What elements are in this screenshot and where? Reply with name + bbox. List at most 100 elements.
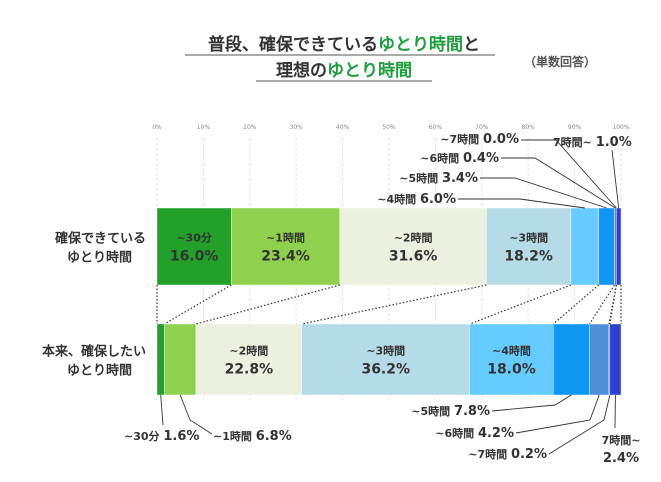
data-label-name: ~2時間 [229, 344, 268, 358]
data-label-value: 23.4% [261, 249, 310, 265]
outside-label-name: ~30分 [124, 429, 163, 443]
category-label-line2: ゆとり時間 [67, 250, 132, 266]
bar-connectors [156, 284, 622, 325]
outside-label-name: ~7時間 [468, 447, 511, 461]
leader-line [160, 394, 164, 426]
data-label-value: 18.2% [504, 249, 553, 265]
bar-segment [614, 207, 617, 286]
category-label-line1: 本来、確保したい [42, 344, 146, 360]
data-labels: ~30分 16.0% ~1時間 23.4% ~2時間 31.6% ~3時間 18.2% ~2時間… [124, 132, 640, 466]
tick-label: 80% [522, 124, 536, 131]
outside-data-label: 7時間~ 1.0% [553, 135, 632, 150]
tick-label: 10% [197, 124, 211, 131]
outside-label-name: ~4時間 [377, 192, 420, 206]
outside-data-label: ~4時間 6.0% [377, 192, 456, 207]
outside-label-value: 0.0% [483, 132, 519, 147]
data-label-value: 36.2% [361, 362, 410, 378]
leader-line [501, 157, 616, 209]
outside-label-name: ~5時間 [399, 171, 442, 185]
outside-label-name: ~5時間 [411, 404, 454, 418]
outside-label-value: 1.6% [163, 429, 199, 444]
outside-label-value: 7.8% [454, 404, 490, 419]
connector-line [195, 284, 340, 325]
connector-line [552, 284, 600, 325]
tick-label: 70% [475, 124, 489, 131]
connector-line [588, 284, 616, 325]
data-label-name: ~30分 [176, 231, 212, 245]
data-label-name: ~2時間 [394, 231, 433, 245]
bar-segment [616, 207, 622, 286]
outside-label-value: 0.2% [511, 447, 547, 462]
outside-data-label: ~5時間 3.4% [399, 171, 478, 186]
data-label-name: ~1時間 [266, 231, 305, 245]
data-label-name: ~3時間 [366, 344, 405, 358]
bar-segment [164, 323, 197, 396]
outside-label-name: ~6時間 [420, 151, 463, 165]
title-line1-part1: 普段、確保できている [208, 34, 378, 55]
bar-segment [553, 323, 590, 396]
leader-lines [160, 139, 620, 455]
title-line1-part3: と [463, 35, 480, 55]
outside-label-value: 2.4% [603, 451, 639, 466]
connector-line [469, 284, 572, 325]
outside-label-name: 7時間~ [553, 135, 596, 149]
outside-data-label: ~6時間 0.4% [420, 151, 499, 166]
bar-segment [195, 323, 302, 396]
tick-label: 100% [612, 124, 629, 131]
bar-segment [589, 323, 610, 396]
outside-label-value: 3.4% [442, 171, 478, 186]
title-line2-part2: ゆとり時間 [327, 60, 412, 81]
tick-label: 60% [429, 124, 443, 131]
connector-line [164, 284, 232, 325]
title-line1: 普段、確保できているゆとり時間と [208, 34, 480, 55]
bar-segment [609, 323, 622, 396]
outside-label-name: ~7時間 [440, 132, 483, 146]
outside-label-value: 6.0% [420, 192, 456, 207]
tick-label: 90% [568, 124, 582, 131]
outside-label-name: 7時間~ [602, 433, 641, 447]
outside-data-label: ~1時間 6.8% [213, 429, 292, 444]
outside-label-value: 4.2% [478, 426, 514, 441]
outside-label-value: 6.8% [256, 429, 292, 444]
outside-data-label: ~30分 1.6% [124, 429, 199, 444]
bar-segment [486, 207, 572, 286]
outside-label-name: ~1時間 [213, 429, 256, 443]
outside-label-value: 0.4% [463, 151, 499, 166]
bar-segment [598, 207, 615, 286]
bar-segment [301, 323, 470, 396]
data-label-value: 22.8% [225, 362, 274, 378]
tick-label: 50% [382, 124, 396, 131]
title-line1-part2: ゆとり時間 [378, 34, 463, 55]
data-label-value: 18.0% [487, 362, 536, 378]
leader-line [491, 394, 572, 412]
chart-subtitle: （単数回答） [524, 54, 596, 69]
leader-line [179, 394, 213, 435]
tick-label: 30% [290, 124, 304, 131]
chart-title: 普段、確保できているゆとり時間と 理想のゆとり時間 （単数回答） [185, 34, 596, 82]
bar-segment [339, 207, 487, 286]
leader-line [458, 198, 585, 209]
bar-segment [156, 323, 165, 396]
bar-segment [156, 207, 232, 286]
outside-data-label: ~7時間 0.2% [468, 447, 547, 462]
tick-label: 0% [152, 124, 162, 131]
bars [156, 207, 622, 396]
outside-data-label: ~7時間 0.0% [440, 132, 519, 147]
category-label-line2: ゆとり時間 [67, 363, 132, 379]
data-label-value: 16.0% [170, 249, 219, 265]
tick-label: 40% [336, 124, 350, 131]
outside-data-label: ~6時間 4.2% [435, 426, 514, 441]
leader-line [611, 149, 620, 209]
outside-label-value: 1.0% [596, 135, 632, 150]
bar-segment [469, 323, 554, 396]
x-axis-ticks: 0% 10% 20% 30% 40% 50% 60% 70% 80% 90% 100% [152, 124, 630, 131]
leader-line [548, 394, 611, 455]
leader-line [515, 394, 600, 434]
outside-label-name: ~6時間 [435, 426, 478, 440]
data-label-name: ~4時間 [492, 344, 531, 358]
bar-segment [570, 207, 599, 286]
outside-data-label: ~5時間 7.8% [411, 404, 490, 419]
category-label-line1: 確保できている [55, 231, 146, 247]
